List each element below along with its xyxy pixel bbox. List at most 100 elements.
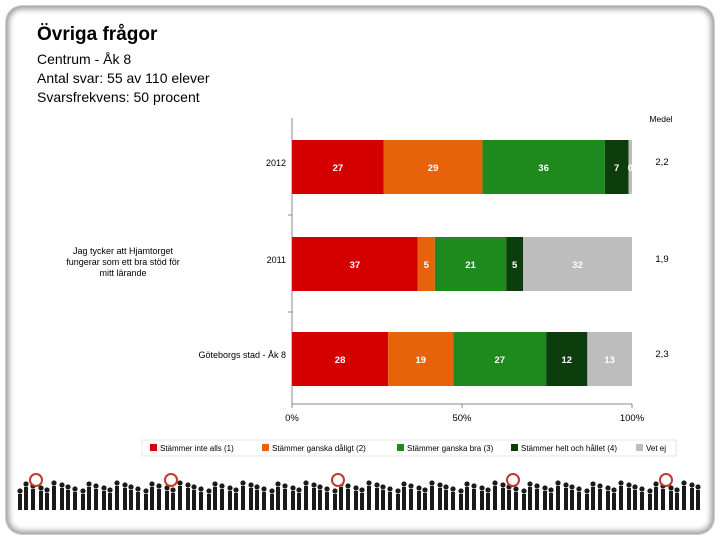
person-silhouette <box>507 490 511 510</box>
person-silhouette-head <box>164 485 170 491</box>
person-silhouette <box>354 491 358 510</box>
person-silhouette-head <box>17 488 23 494</box>
person-silhouette-head <box>198 486 204 492</box>
bar-data-label-0-2: 36 <box>538 163 549 174</box>
person-silhouette-head <box>590 481 596 487</box>
bar-segment-1-4 <box>523 237 632 291</box>
bar-data-label-0-4: 0 <box>628 163 633 174</box>
person-silhouette <box>144 494 148 510</box>
person-silhouette <box>123 488 127 510</box>
person-silhouette <box>606 491 610 510</box>
person-silhouette-head <box>191 484 197 490</box>
person-silhouette <box>207 494 211 510</box>
response-rate-line: Svarsfrekvens: 50 procent <box>37 89 200 105</box>
person-silhouette-head <box>44 487 50 493</box>
person-silhouette-head <box>80 488 86 494</box>
bar-data-label-2-3: 12 <box>561 355 572 366</box>
person-silhouette <box>318 490 322 510</box>
person-silhouette <box>297 493 301 510</box>
person-silhouette-head <box>695 484 701 490</box>
bar-segment-2-1 <box>388 332 454 386</box>
person-silhouette <box>186 488 190 510</box>
person-silhouette-head <box>527 481 533 487</box>
person-silhouette <box>228 491 232 510</box>
target-marker-icon <box>506 473 520 487</box>
person-silhouette <box>465 487 469 510</box>
person-silhouette-head <box>212 481 218 487</box>
person-silhouette-head <box>401 481 407 487</box>
person-silhouette <box>438 488 442 510</box>
person-silhouette-head <box>395 488 401 494</box>
person-silhouette <box>591 487 595 510</box>
x-tick-label-1: 50% <box>452 413 472 424</box>
person-silhouette-head <box>416 485 422 491</box>
person-silhouette-head <box>72 486 78 492</box>
person-silhouette-head <box>149 481 155 487</box>
person-silhouette <box>640 492 644 510</box>
person-silhouette-head <box>275 481 281 487</box>
person-silhouette-head <box>114 480 120 486</box>
person-silhouette <box>564 488 568 510</box>
legend-swatch-4 <box>636 444 643 451</box>
person-silhouette-head <box>674 487 680 493</box>
person-silhouette <box>417 491 421 510</box>
person-silhouette-head <box>584 488 590 494</box>
person-silhouette-head <box>639 486 645 492</box>
person-silhouette-head <box>59 482 65 488</box>
legend-swatch-3 <box>511 444 518 451</box>
person-silhouette <box>381 490 385 510</box>
page-title: Övriga frågor <box>37 24 158 45</box>
person-silhouette <box>255 490 259 510</box>
person-silhouette <box>24 487 28 510</box>
x-tick-label-0: 0% <box>285 413 299 424</box>
bar-segment-0-4 <box>628 140 632 194</box>
person-silhouette-head <box>65 484 71 490</box>
bar-segment-2-0 <box>292 332 389 386</box>
person-silhouette-head <box>492 480 498 486</box>
person-silhouette <box>45 493 49 510</box>
person-silhouette <box>39 491 43 510</box>
person-silhouette <box>619 486 623 510</box>
bar-segment-2-3 <box>546 332 588 386</box>
person-silhouette <box>627 488 631 510</box>
person-silhouette <box>612 493 616 510</box>
person-silhouette <box>690 488 694 510</box>
person-silhouette <box>556 486 560 510</box>
person-silhouette-head <box>282 483 288 489</box>
person-silhouette-head <box>653 481 659 487</box>
legend-label-4: Vet ej <box>646 444 666 453</box>
person-silhouette-head <box>380 484 386 490</box>
person-silhouette-head <box>534 483 540 489</box>
footer-people-decoration <box>17 473 701 510</box>
bar-data-label-2-0: 28 <box>335 355 346 366</box>
person-silhouette-head <box>500 482 506 488</box>
person-silhouette-head <box>548 487 554 493</box>
person-silhouette <box>325 492 329 510</box>
category-label-2: Göteborgs stad - Åk 8 <box>198 350 286 360</box>
x-tick-label-2: 100% <box>620 413 645 424</box>
person-silhouette <box>276 487 280 510</box>
bar-segment-1-1 <box>417 237 435 291</box>
person-silhouette <box>102 491 106 510</box>
person-silhouette <box>472 489 476 510</box>
person-silhouette <box>262 492 266 510</box>
target-marker-icon <box>659 473 673 487</box>
person-silhouette <box>585 494 589 510</box>
person-silhouette-head <box>513 486 519 492</box>
header: Övriga frågor Centrum - Åk 8 Antal svar:… <box>37 24 210 107</box>
person-silhouette <box>514 492 518 510</box>
bar-data-label-1-2: 21 <box>465 260 476 271</box>
person-silhouette-head <box>248 482 254 488</box>
person-silhouette-head <box>240 480 246 486</box>
person-silhouette-head <box>296 487 302 493</box>
medel-value-0: 2,2 <box>655 157 668 168</box>
person-silhouette-head <box>632 484 638 490</box>
school-line: Centrum - Åk 8 <box>37 51 132 67</box>
bar-data-label-2-2: 27 <box>494 355 505 366</box>
person-silhouette <box>150 487 154 510</box>
answers-line: Antal svar: 55 av 110 elever <box>37 70 210 86</box>
person-silhouette-head <box>93 483 99 489</box>
legend-box <box>141 439 677 457</box>
person-silhouette <box>312 488 316 510</box>
person-silhouette-head <box>269 488 275 494</box>
